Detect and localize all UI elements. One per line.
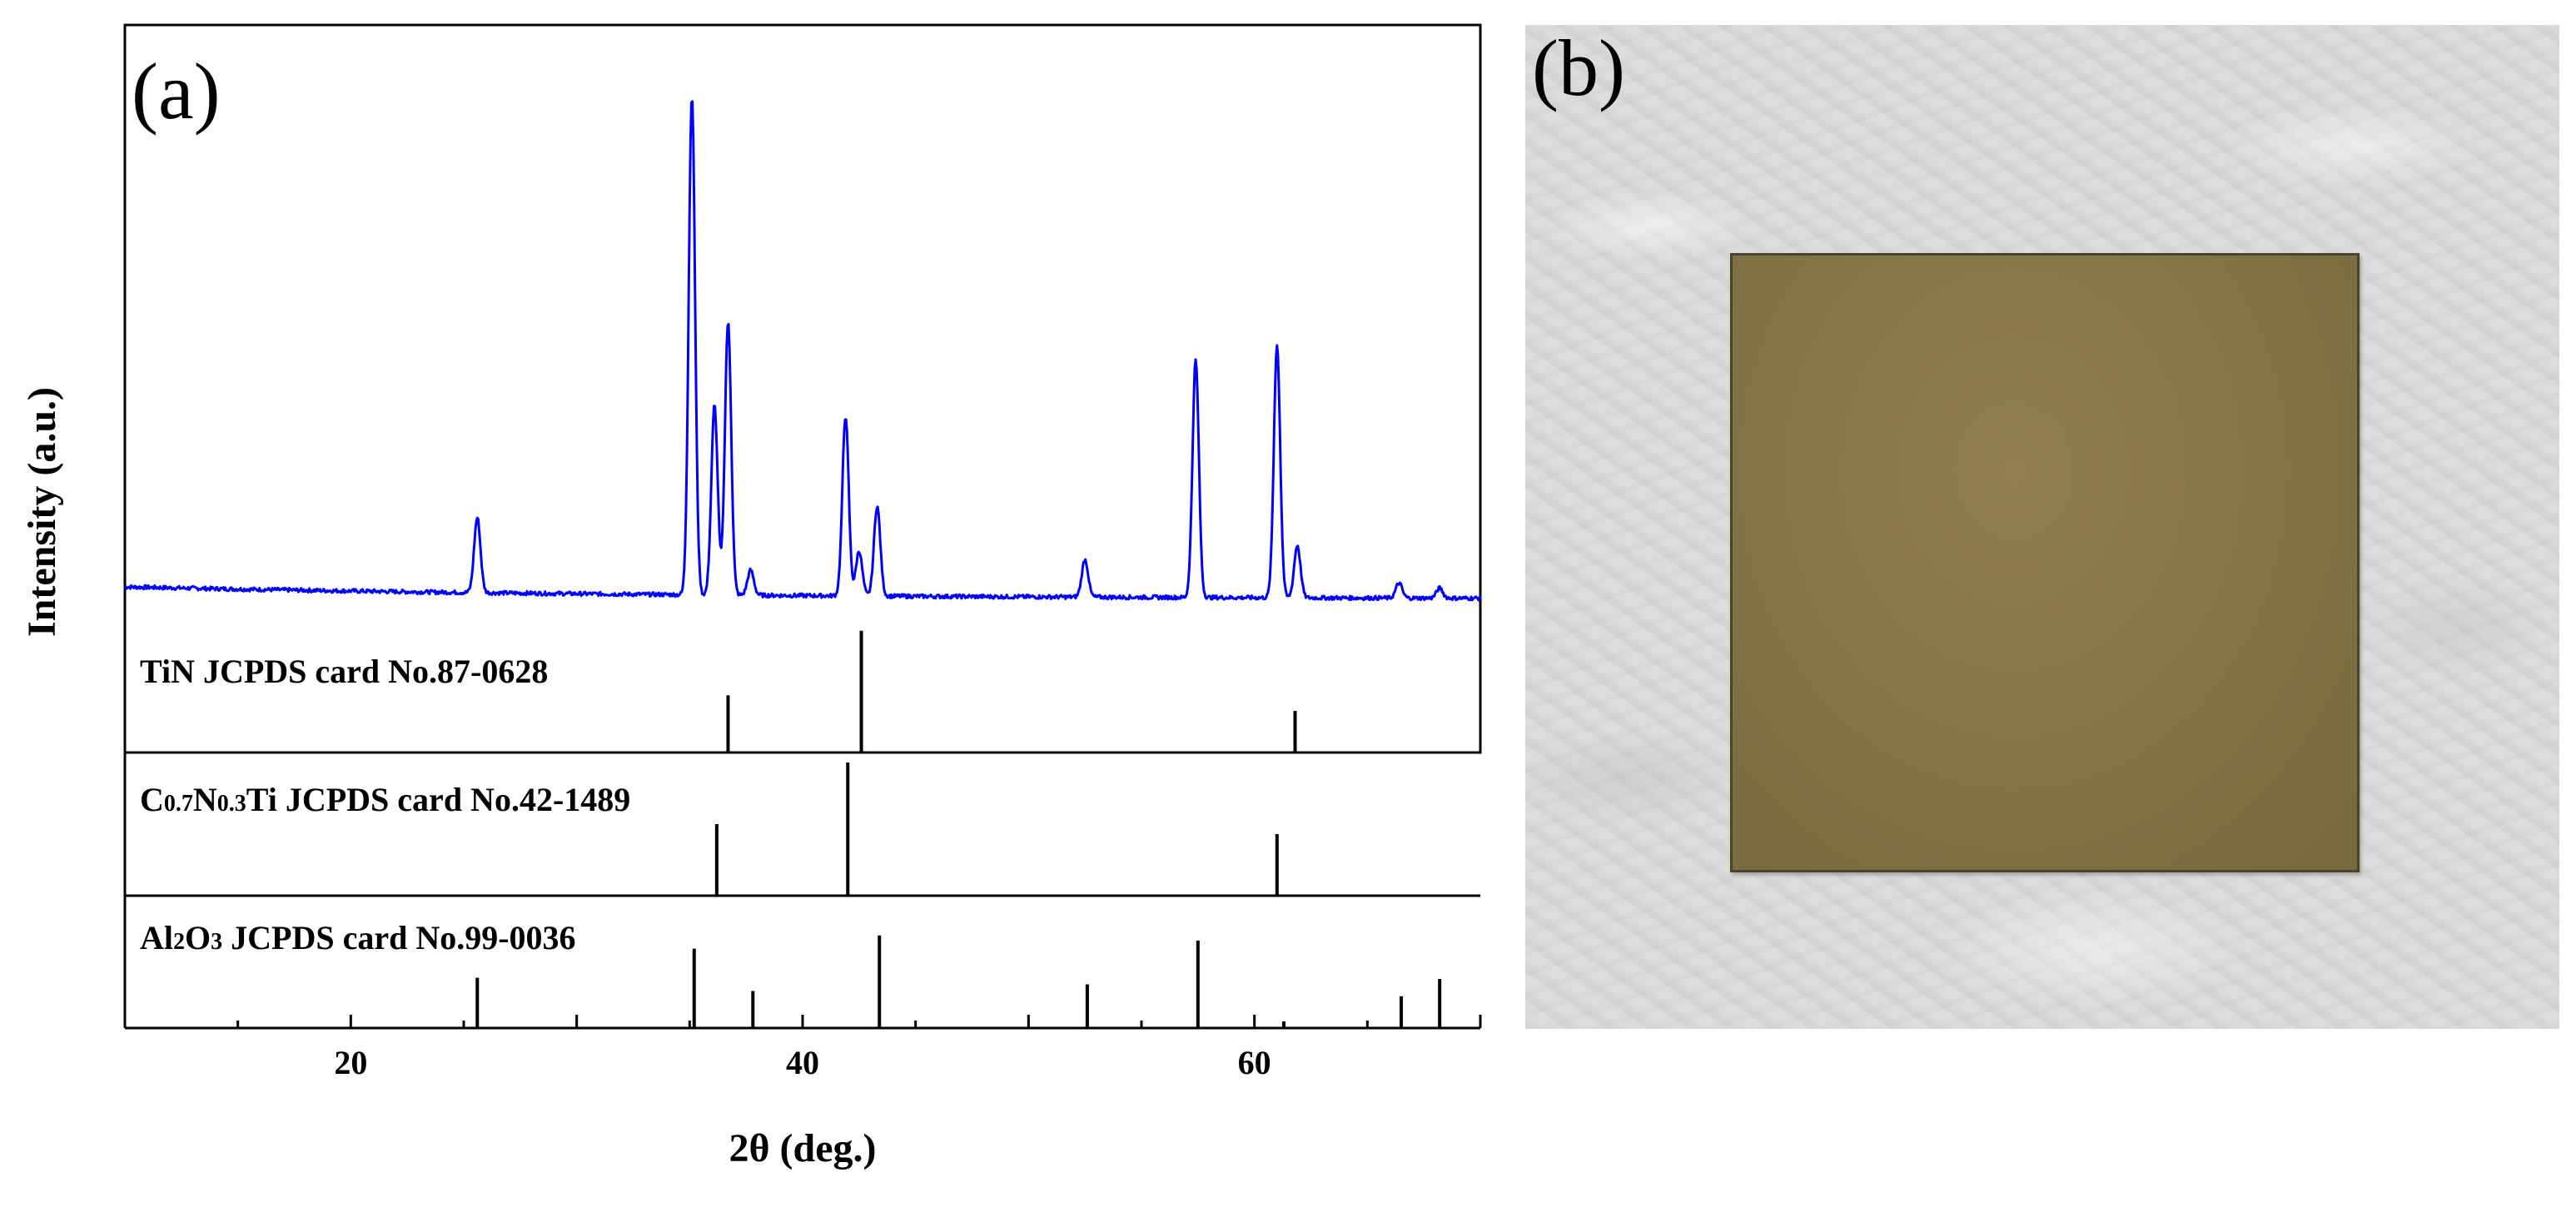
ref-label-ticn: C0.7N0.3Ti JCPDS card No.42-1489 bbox=[140, 781, 630, 818]
sample-square bbox=[1730, 253, 2360, 872]
ref-label-tin: TiN JCPDS card No.87-0628 bbox=[140, 653, 548, 690]
sample-photo-panel-b: (b) bbox=[1525, 25, 2559, 1029]
sticks-ticn bbox=[714, 762, 1279, 896]
x-tick-label: 60 bbox=[1238, 1044, 1271, 1081]
y-axis-title: Intensity (a.u.) bbox=[20, 387, 64, 637]
x-tick-label: 40 bbox=[786, 1044, 819, 1081]
sticks-al2o3 bbox=[475, 935, 1442, 1028]
spectrum-frame bbox=[123, 23, 1482, 754]
ref-label-al2o3: Al2O3 JCPDS card No.99-0036 bbox=[140, 919, 576, 956]
x-axis-ticks: 20 40 60 bbox=[123, 1015, 1482, 1081]
sticks-tin bbox=[726, 630, 1297, 753]
x-tick-label: 20 bbox=[334, 1044, 367, 1081]
xrd-figure-panel-a: (a) TiN JCPDS card No.87-0628 C0.7N0.3Ti… bbox=[20, 23, 1482, 1170]
xrd-spectrum-line bbox=[124, 100, 1482, 602]
x-axis-title: 2θ (deg.) bbox=[729, 1126, 876, 1170]
panel-label-a: (a) bbox=[132, 47, 221, 136]
panel-label-b: (b) bbox=[1532, 25, 1625, 112]
